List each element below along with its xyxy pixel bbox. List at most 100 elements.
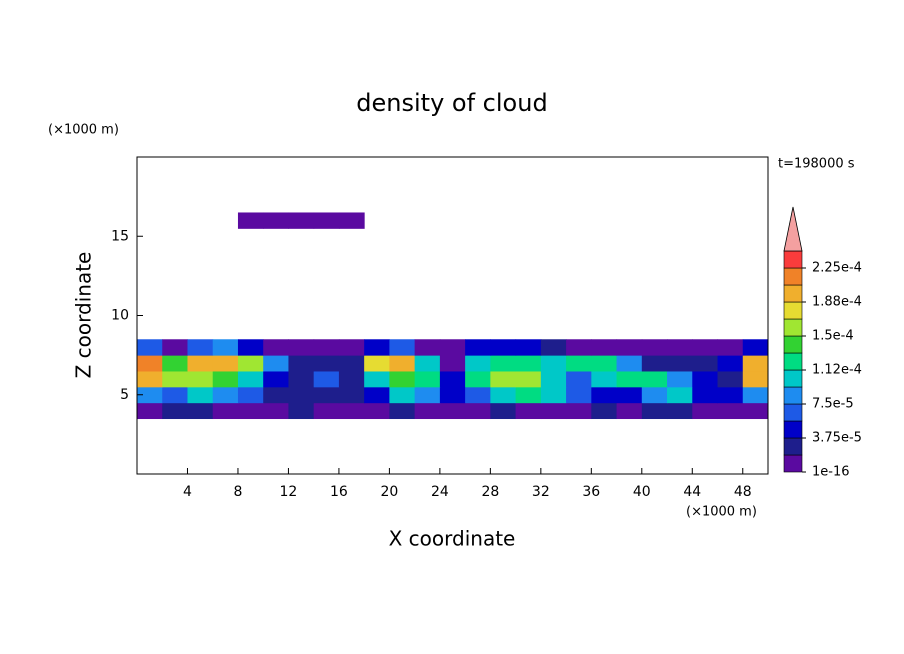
contour-cell	[465, 402, 491, 420]
x-tick-label: 4	[183, 484, 192, 500]
contour-cell	[313, 370, 340, 388]
colorbar-label: 1e-16	[812, 465, 850, 480]
contour-cell	[288, 212, 315, 229]
contour-cell	[439, 355, 466, 372]
contour-cell	[162, 402, 188, 420]
contour-cell	[641, 402, 668, 420]
contour-cell	[717, 402, 744, 420]
contour-cell	[490, 339, 517, 356]
contour-cell	[338, 402, 365, 420]
contour-cell	[616, 386, 643, 404]
contour-cell	[667, 339, 693, 356]
contour-cell	[414, 355, 441, 372]
contour-cell	[364, 339, 390, 356]
y-axis-label: Z coordinate	[72, 252, 96, 379]
contour-cell	[338, 212, 365, 229]
contour-cell	[313, 355, 340, 372]
x-tick-label: 24	[431, 484, 449, 500]
annotation: t=198000 s	[778, 157, 855, 172]
contour-cell	[439, 339, 466, 356]
contour-cell	[288, 386, 315, 404]
contour-cell	[338, 386, 365, 404]
contour-cell	[237, 386, 264, 404]
contour-cell	[566, 355, 592, 372]
contour-cell	[237, 339, 264, 356]
contour-cell	[566, 402, 592, 420]
contour-cell	[540, 402, 567, 420]
contour-cell	[540, 386, 567, 404]
contour-cell	[717, 355, 744, 372]
contour-cell	[490, 386, 517, 404]
contour-cell	[641, 386, 668, 404]
contour-cell	[364, 402, 390, 420]
contour-cell	[641, 339, 668, 356]
contour-cell	[338, 370, 365, 388]
colorbar-label: 2.25e-4	[812, 261, 862, 276]
contour-cell	[667, 386, 693, 404]
contour-cell	[414, 370, 441, 388]
colorbar-label: 1.5e-4	[812, 329, 854, 344]
contour-cell	[137, 402, 163, 420]
colorbar-segment	[783, 335, 803, 354]
colorbar-label: 1.88e-4	[812, 295, 862, 310]
contour-cell	[515, 386, 542, 404]
contour-cell	[187, 355, 214, 372]
contour-cell	[692, 339, 719, 356]
contour-cell	[515, 339, 542, 356]
contour-cell	[313, 339, 340, 356]
colorbar-segment	[783, 386, 803, 405]
contour-cell	[137, 355, 163, 372]
colorbar-segment	[783, 352, 803, 371]
contour-cell	[591, 386, 618, 404]
contour-cell	[263, 386, 289, 404]
contour-cell	[667, 370, 693, 388]
x-tick-label: 36	[582, 484, 600, 500]
contour-cell	[313, 386, 340, 404]
contour-cell	[692, 370, 719, 388]
x-tick-label: 12	[280, 484, 298, 500]
contour-cell	[439, 370, 466, 388]
contour-cell	[237, 370, 264, 388]
contour-cell	[616, 370, 643, 388]
contour-cell	[490, 402, 517, 420]
contour-cell	[692, 355, 719, 372]
contour-cell	[263, 212, 289, 229]
contour-cell	[641, 355, 668, 372]
contour-cell	[465, 339, 491, 356]
x-axis-label: X coordinate	[389, 527, 516, 551]
contour-cell	[187, 402, 214, 420]
colorbar-label: 1.12e-4	[812, 363, 862, 378]
contour-cell	[162, 370, 188, 388]
contour-cell	[212, 370, 239, 388]
contour-cell	[338, 355, 365, 372]
y-unit: (×1000 m)	[48, 123, 119, 138]
contour-cell	[540, 370, 567, 388]
colorbar-extend	[783, 206, 803, 252]
colorbar-segment	[783, 437, 803, 456]
colorbar-segment	[783, 403, 803, 422]
contour-cell	[641, 370, 668, 388]
chart-title: density of cloud	[356, 89, 547, 117]
x-unit: (×1000 m)	[686, 505, 757, 520]
contour-cell	[137, 370, 163, 388]
colorbar-segment	[783, 284, 803, 303]
contour-cell	[591, 355, 618, 372]
colorbar-segment	[783, 250, 803, 269]
contour-cell	[616, 402, 643, 420]
x-tick-label: 8	[233, 484, 242, 500]
contour-cell	[742, 355, 769, 372]
contour-cell	[515, 402, 542, 420]
contour-cell	[162, 339, 188, 356]
contour-cell	[263, 402, 289, 420]
contour-cell	[389, 370, 416, 388]
contour-cell	[692, 386, 719, 404]
x-tick-label: 20	[380, 484, 398, 500]
colorbar-segment	[783, 454, 803, 473]
contour-cell	[566, 386, 592, 404]
colorbar-label: 7.5e-5	[812, 397, 854, 412]
contour-cell	[717, 386, 744, 404]
colorbar-segment	[783, 420, 803, 439]
